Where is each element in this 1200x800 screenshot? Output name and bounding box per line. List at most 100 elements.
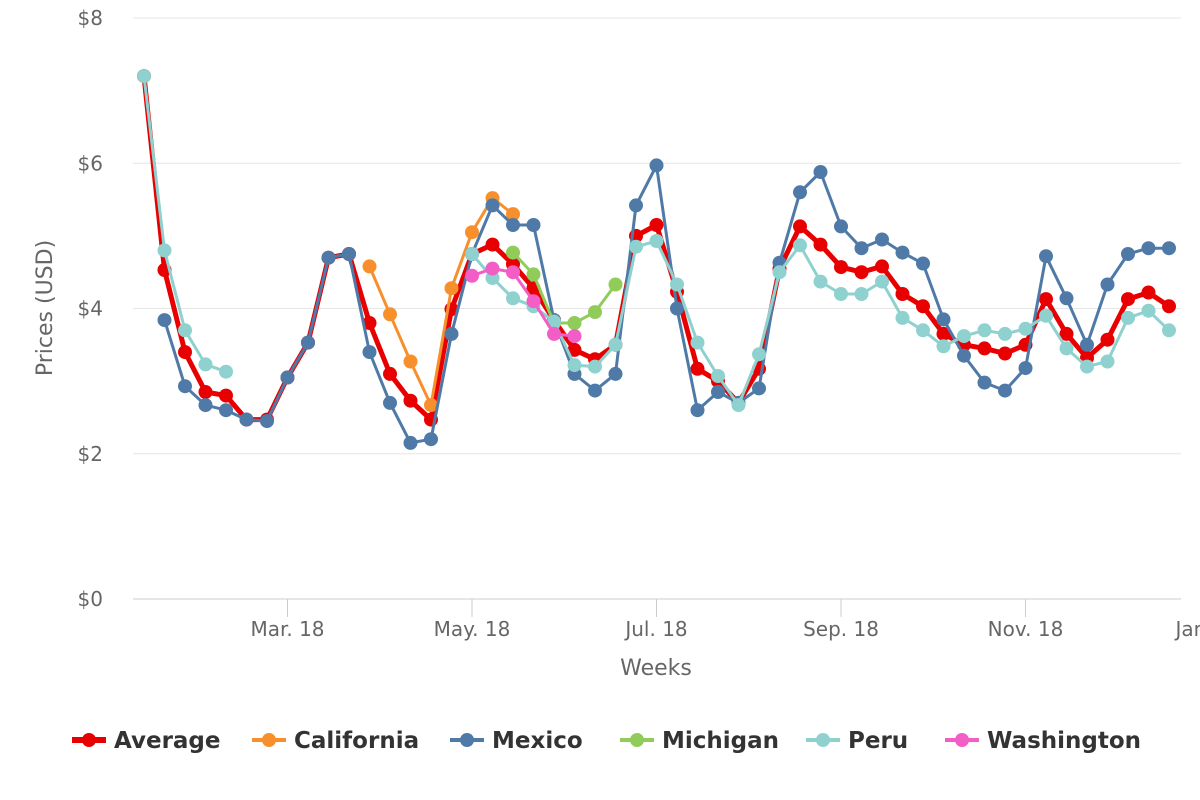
data-point[interactable] [342,247,356,261]
data-point[interactable] [383,366,397,381]
data-point[interactable] [362,345,377,360]
data-point[interactable] [1080,359,1094,374]
data-point[interactable] [1121,292,1135,307]
data-point[interactable] [936,339,951,354]
data-point[interactable] [362,316,377,330]
data-point[interactable] [506,291,520,306]
data-point[interactable] [649,234,664,248]
data-point[interactable] [731,398,746,413]
data-point[interactable] [178,345,192,360]
data-point[interactable] [178,323,192,338]
data-point[interactable] [649,158,664,173]
data-point[interactable] [198,357,213,372]
data-point[interactable] [383,395,397,410]
data-point[interactable] [916,256,930,271]
data-point[interactable] [567,316,582,330]
data-point[interactable] [711,385,725,399]
data-point[interactable] [588,383,602,398]
data-point[interactable] [198,385,213,399]
data-point[interactable] [588,305,602,320]
data-point[interactable] [936,312,951,327]
data-point[interactable] [998,383,1012,398]
data-point[interactable] [916,299,930,314]
data-point[interactable] [793,185,807,200]
data-point[interactable] [567,358,582,373]
data-point[interactable] [834,260,848,275]
data-point[interactable] [1080,337,1094,352]
data-point[interactable] [629,239,643,254]
data-point[interactable] [1162,299,1176,314]
data-point[interactable] [362,259,377,274]
data-point[interactable] [793,238,807,253]
data-point[interactable] [526,218,541,232]
data-point[interactable] [157,313,172,328]
data-point[interactable] [198,398,213,413]
data-point[interactable] [690,335,705,350]
data-point[interactable] [219,388,233,403]
data-point[interactable] [1162,323,1176,338]
data-point[interactable] [1141,285,1156,300]
data-point[interactable] [1039,249,1053,264]
data-point[interactable] [649,218,664,232]
data-point[interactable] [465,268,479,283]
data-point[interactable] [998,326,1012,341]
data-point[interactable] [403,354,418,369]
data-point[interactable] [813,237,828,252]
data-point[interactable] [854,287,869,301]
data-point[interactable] [280,370,295,385]
data-point[interactable] [608,277,623,292]
data-point[interactable] [485,261,500,276]
data-point[interactable] [629,198,643,213]
data-point[interactable] [1059,341,1074,356]
data-point[interactable] [567,329,582,344]
data-point[interactable] [793,219,807,234]
data-point[interactable] [1100,332,1115,347]
data-point[interactable] [219,364,233,379]
data-point[interactable] [465,225,479,240]
data-point[interactable] [547,314,561,329]
data-point[interactable] [813,165,828,179]
data-point[interactable] [485,198,500,213]
data-point[interactable] [875,232,889,247]
data-point[interactable] [567,342,582,357]
data-point[interactable] [670,301,684,316]
data-point[interactable] [957,329,971,344]
legend-item-mexico[interactable]: Mexico [450,728,583,754]
data-point[interactable] [465,247,479,261]
data-point[interactable] [1121,310,1135,325]
data-point[interactable] [813,274,828,289]
data-point[interactable] [301,335,315,350]
data-point[interactable] [1039,308,1053,323]
data-point[interactable] [895,287,910,301]
data-point[interactable] [157,243,172,258]
data-point[interactable] [383,307,397,322]
data-point[interactable] [403,393,418,408]
data-point[interactable] [506,218,520,232]
data-point[interactable] [977,375,992,390]
data-point[interactable] [506,245,520,260]
data-point[interactable] [1018,321,1033,336]
data-point[interactable] [916,323,930,338]
data-point[interactable] [526,267,541,282]
data-point[interactable] [1100,354,1115,369]
data-point[interactable] [936,326,951,341]
data-point[interactable] [854,265,869,280]
legend-item-washington[interactable]: Washington [945,728,1141,754]
data-point[interactable] [1141,303,1156,318]
data-point[interactable] [444,281,459,296]
data-point[interactable] [1039,292,1053,307]
data-point[interactable] [424,432,438,447]
data-point[interactable] [321,250,336,265]
data-point[interactable] [690,403,705,418]
data-point[interactable] [752,381,766,396]
data-point[interactable] [895,245,910,260]
data-point[interactable] [403,435,418,450]
legend-item-peru[interactable]: Peru [806,728,908,754]
data-point[interactable] [875,259,889,274]
data-point[interactable] [1018,361,1033,376]
data-point[interactable] [895,310,910,325]
data-point[interactable] [752,347,766,362]
data-point[interactable] [998,346,1012,361]
data-point[interactable] [588,359,602,374]
data-point[interactable] [854,241,869,256]
